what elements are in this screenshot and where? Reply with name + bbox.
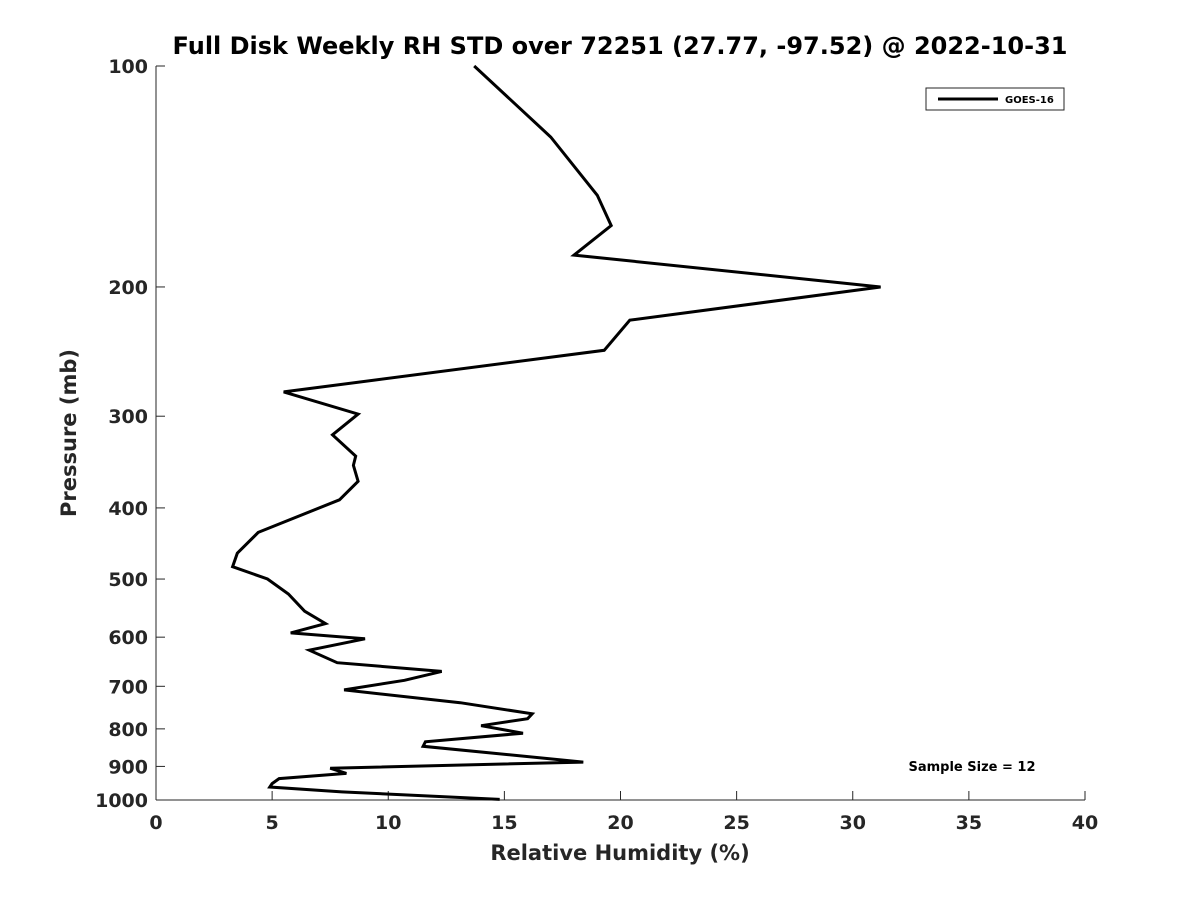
x-tick-label: 5: [266, 812, 279, 834]
x-tick-label: 15: [491, 812, 517, 834]
legend: GOES-16: [925, 87, 1065, 111]
x-axis-label: Relative Humidity (%): [490, 841, 749, 865]
x-tick-label: 35: [956, 812, 982, 834]
sample-size-annotation: Sample Size = 12: [908, 760, 1035, 775]
y-tick-label: 1000: [95, 790, 148, 812]
y-tick-label: 500: [108, 569, 148, 591]
y-tick-label: 400: [108, 498, 148, 520]
x-tick-label: 40: [1072, 812, 1098, 834]
y-tick-label: 700: [108, 676, 148, 698]
x-tick-label: 20: [607, 812, 633, 834]
y-axis-label: Pressure (mb): [57, 349, 81, 517]
y-tick-label: 600: [108, 627, 148, 649]
x-tick-label: 30: [840, 812, 866, 834]
chart-title: Full Disk Weekly RH STD over 72251 (27.7…: [173, 32, 1068, 60]
y-tick-label: 100: [108, 56, 148, 78]
x-tick-label: 0: [149, 812, 162, 834]
series-layer: [230, 64, 881, 801]
legend-entry-goes-16: GOES-16: [1005, 95, 1054, 106]
y-tick-label: 800: [108, 719, 148, 741]
y-tick-label: 900: [108, 756, 148, 778]
x-tick-label: 25: [723, 812, 749, 834]
series-line-goes-16: [230, 64, 881, 801]
y-axis-ticks: 100 200 300 400 500 600 700 800 900 1000: [95, 56, 165, 812]
plot-area: [156, 66, 1085, 800]
y-tick-label: 300: [108, 406, 148, 428]
x-axis-ticks: 0 5 10 15 20 25 30 35 40: [149, 791, 1098, 834]
x-tick-label: 10: [375, 812, 401, 834]
y-tick-label: 200: [108, 277, 148, 299]
